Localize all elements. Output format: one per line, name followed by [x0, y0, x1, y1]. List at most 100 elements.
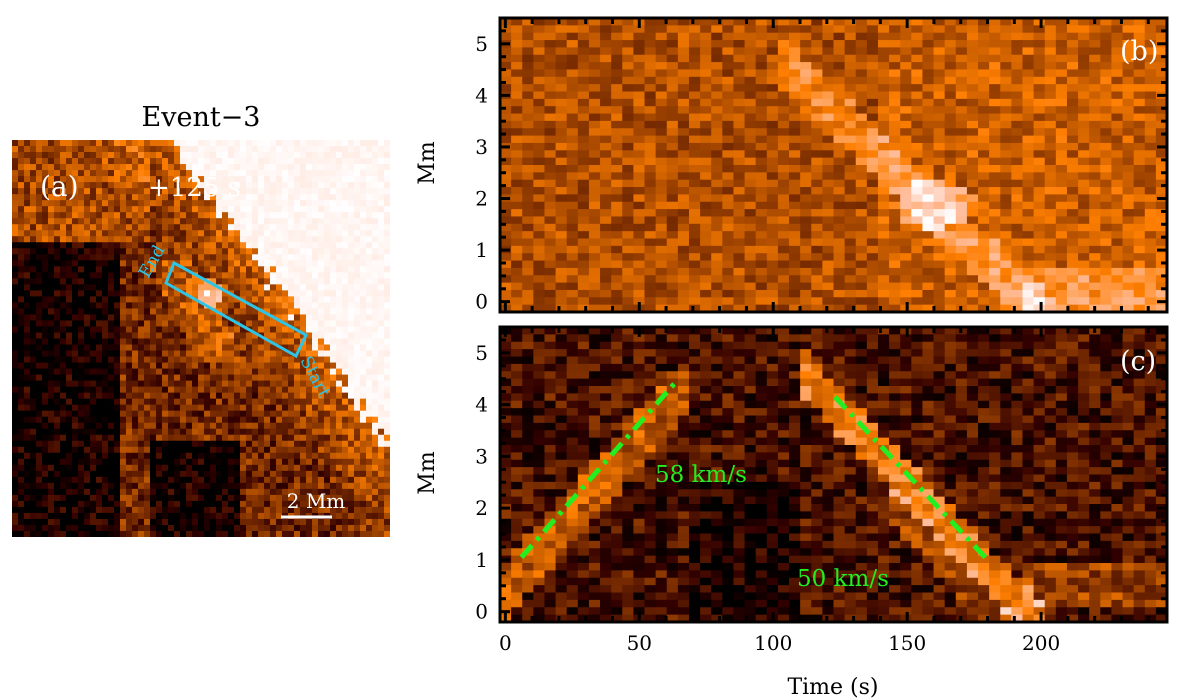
pixel [900, 32, 912, 41]
pixel [933, 69, 946, 78]
pixel [246, 470, 253, 478]
pixel [132, 416, 139, 424]
pixel [306, 500, 313, 508]
pixel [318, 416, 325, 424]
pixel [192, 230, 199, 237]
pixel [30, 524, 37, 532]
pixel [42, 392, 49, 400]
pixel [270, 440, 277, 448]
pixel [66, 146, 73, 153]
pixel [360, 236, 367, 243]
pixel [342, 248, 349, 255]
pixel [180, 146, 187, 153]
pixel [150, 260, 157, 267]
pixel [132, 380, 139, 388]
pixel [216, 254, 223, 261]
pixel [96, 344, 103, 352]
pixel [42, 152, 49, 159]
pixel [258, 494, 265, 502]
pixel [66, 320, 73, 328]
pixel [1155, 25, 1168, 34]
pixel [168, 470, 175, 478]
pixel [18, 434, 25, 442]
pixel [252, 164, 259, 171]
pixel [126, 188, 133, 195]
pixel [922, 18, 935, 26]
pixel [312, 530, 319, 537]
pixel [360, 368, 367, 376]
pixel [150, 290, 157, 297]
pixel [108, 416, 115, 424]
pixel [36, 218, 43, 225]
pixel [240, 230, 247, 237]
pixel [264, 392, 271, 400]
pixel [246, 308, 253, 316]
pixel [120, 224, 127, 231]
pixel [811, 18, 823, 26]
pixel [144, 308, 151, 316]
pixel [258, 254, 265, 261]
pixel [384, 182, 390, 189]
pixel [132, 326, 139, 334]
pixel [90, 224, 97, 231]
pixel [258, 470, 265, 478]
pixel [336, 482, 343, 490]
pixel [384, 530, 390, 537]
pixel [174, 146, 181, 153]
pixel [156, 344, 163, 352]
pixel [755, 69, 768, 78]
pixel [342, 530, 349, 537]
pixel [300, 212, 307, 219]
pixel [366, 170, 373, 177]
pixel [252, 272, 259, 279]
pixel [264, 446, 271, 454]
pixel [822, 98, 835, 107]
pixel [324, 422, 331, 430]
pixel [1033, 25, 1046, 34]
pixel [246, 386, 253, 394]
pixel [270, 518, 277, 526]
pixel [372, 386, 379, 394]
pixel [24, 158, 31, 165]
pixel [198, 170, 205, 177]
pixel [366, 296, 373, 304]
pixel [372, 398, 379, 406]
pixel [372, 170, 379, 177]
pixel [120, 296, 127, 304]
pixel [216, 440, 223, 448]
pixel [844, 54, 857, 63]
pixel [522, 84, 534, 93]
pixel [60, 206, 67, 213]
pixel [72, 242, 79, 249]
pixel [60, 296, 67, 304]
pixel [132, 428, 139, 436]
pixel [192, 176, 199, 183]
pixel [180, 464, 187, 472]
pixel [270, 368, 277, 376]
pixel [330, 422, 337, 430]
pixel [60, 452, 67, 460]
pixel [24, 386, 31, 394]
pixel [306, 242, 313, 249]
pixel [174, 506, 181, 514]
pixel [72, 158, 79, 165]
pixel [42, 416, 49, 424]
pixel [90, 374, 97, 382]
pixel [216, 356, 223, 364]
pixel [84, 284, 91, 291]
pixel [66, 188, 73, 195]
pixel [12, 194, 19, 201]
pixel [216, 194, 223, 201]
pixel [330, 230, 337, 237]
pixel [60, 308, 67, 316]
pixel [84, 242, 91, 249]
pixel [60, 488, 67, 496]
pixel [366, 506, 373, 514]
pixel [192, 398, 199, 406]
pixel [282, 476, 289, 484]
pixel [348, 206, 355, 213]
pixel [114, 332, 121, 340]
pixel [84, 188, 91, 195]
pixel [989, 113, 1001, 122]
pixel [1055, 91, 1068, 100]
